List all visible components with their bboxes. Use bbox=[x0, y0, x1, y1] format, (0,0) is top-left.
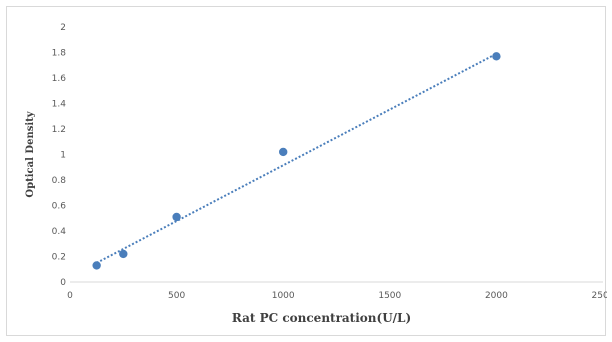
y-tick-label: 0 bbox=[60, 278, 66, 288]
y-tick-label: 1.6 bbox=[52, 74, 67, 84]
y-tick-label: 1.2 bbox=[52, 125, 66, 135]
x-tick-label: 1500 bbox=[378, 291, 401, 301]
x-tick-label: 0 bbox=[67, 291, 73, 301]
scatter-chart: 0 0.2 0.4 0.6 0.8 1 1.2 1.4 1.6 1.8 2 0 500 1000 1500… bbox=[25, 23, 607, 325]
data-point bbox=[492, 52, 501, 61]
y-tick-label: 1.4 bbox=[52, 100, 67, 110]
x-axis-title: Rat PC concentration(U/L) bbox=[232, 311, 411, 325]
y-axis-title: Optical Density bbox=[25, 110, 36, 197]
data-point bbox=[119, 249, 128, 259]
x-tick-label: 500 bbox=[168, 291, 185, 301]
y-tick-label: 0.6 bbox=[52, 202, 67, 212]
chart-frame: 0 0.2 0.4 0.6 0.8 1 1.2 1.4 1.6 1.8 2 0 500 1000 1500… bbox=[6, 6, 607, 336]
data-point bbox=[172, 212, 181, 222]
x-tick-label: 1000 bbox=[272, 291, 295, 301]
y-tick-label: 1 bbox=[60, 151, 66, 161]
y-tick-label: 0.2 bbox=[52, 253, 66, 263]
y-tick-label: 1.8 bbox=[52, 49, 67, 59]
y-tick-label: 0.4 bbox=[52, 227, 67, 237]
x-tick-label: 2500 bbox=[592, 291, 607, 301]
trendline bbox=[96, 52, 497, 264]
x-tick-label: 2000 bbox=[485, 291, 508, 301]
data-point bbox=[92, 261, 101, 270]
y-tick-label: 0.8 bbox=[52, 176, 67, 186]
y-tick-label: 2 bbox=[60, 23, 66, 33]
data-point bbox=[279, 147, 288, 157]
